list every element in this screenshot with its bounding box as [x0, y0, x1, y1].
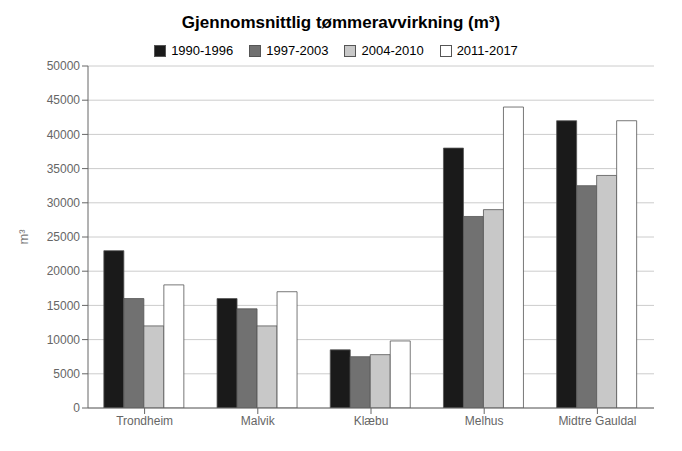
- svg-text:Trondheim: Trondheim: [116, 414, 173, 428]
- svg-text:Klæbu: Klæbu: [354, 414, 389, 428]
- svg-text:25000: 25000: [47, 230, 81, 244]
- html-text:2004-2010: 2004-2010: [361, 43, 424, 58]
- svg-text:30000: 30000: [47, 196, 81, 210]
- html-text:Gjennomsnittlig tømmeravvirkni: Gjennomsnittlig tømmeravvirkning (m³): [181, 13, 501, 32]
- svg-text:20000: 20000: [47, 264, 81, 278]
- svg-text:10000: 10000: [47, 333, 81, 347]
- svg-text:0: 0: [73, 401, 80, 415]
- svg-text:45000: 45000: [47, 93, 81, 107]
- svg-text:40000: 40000: [47, 128, 81, 142]
- html-text:1990-1996: 1990-1996: [171, 43, 234, 58]
- svg-text:15000: 15000: [47, 299, 81, 313]
- svg-text:Midtre Gauldal: Midtre Gauldal: [558, 414, 636, 428]
- svg-text:35000: 35000: [47, 162, 81, 176]
- html-text:2011-2017: 2011-2017: [456, 43, 518, 58]
- svg-text:m³: m³: [16, 229, 31, 245]
- svg-text:50000: 50000: [47, 59, 81, 73]
- svg-text:5000: 5000: [53, 367, 80, 381]
- svg-text:Malvik: Malvik: [241, 414, 276, 428]
- html-text:1997-2003: 1997-2003: [266, 43, 329, 58]
- svg-text:Melhus: Melhus: [465, 414, 504, 428]
